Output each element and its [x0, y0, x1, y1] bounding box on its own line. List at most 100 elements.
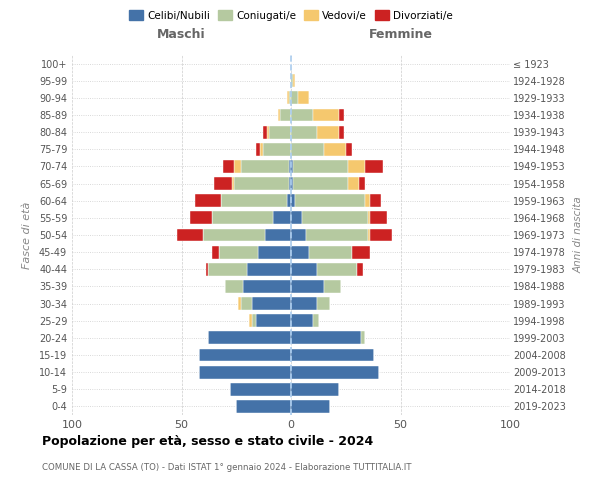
Bar — [250, 314, 251, 327]
Bar — [368, 212, 370, 224]
Bar — [260, 143, 263, 156]
Bar — [291, 194, 295, 207]
Bar — [223, 160, 234, 173]
Bar — [293, 160, 348, 173]
Bar — [295, 194, 365, 207]
Bar — [226, 280, 243, 293]
Bar — [302, 212, 368, 224]
Bar — [199, 348, 291, 362]
Y-axis label: Anni di nascita: Anni di nascita — [574, 196, 584, 274]
Bar — [289, 177, 291, 190]
Bar — [291, 348, 374, 362]
Bar — [219, 246, 258, 258]
Bar — [287, 92, 289, 104]
Bar — [291, 92, 298, 104]
Bar — [241, 297, 251, 310]
Bar — [291, 126, 317, 138]
Text: COMUNE DI LA CASSA (TO) - Dati ISTAT 1° gennaio 2024 - Elaborazione TUTTITALIA.I: COMUNE DI LA CASSA (TO) - Dati ISTAT 1° … — [42, 462, 412, 471]
Bar — [317, 126, 339, 138]
Bar — [291, 383, 339, 396]
Bar — [263, 126, 267, 138]
Bar — [298, 92, 308, 104]
Text: Femmine: Femmine — [368, 28, 433, 42]
Bar — [199, 366, 291, 378]
Bar — [243, 280, 291, 293]
Bar — [232, 177, 234, 190]
Bar — [317, 297, 331, 310]
Bar — [274, 212, 291, 224]
Bar — [359, 177, 365, 190]
Bar — [206, 263, 208, 276]
Bar — [370, 228, 392, 241]
Bar — [348, 177, 359, 190]
Bar — [289, 160, 291, 173]
Bar — [208, 332, 291, 344]
Bar — [208, 263, 247, 276]
Bar — [251, 297, 291, 310]
Text: Maschi: Maschi — [157, 28, 206, 42]
Y-axis label: Fasce di età: Fasce di età — [22, 202, 32, 268]
Bar — [313, 108, 339, 122]
Bar — [177, 228, 203, 241]
Bar — [291, 263, 317, 276]
Bar — [236, 400, 291, 413]
Bar — [212, 246, 219, 258]
Bar — [291, 108, 313, 122]
Bar — [346, 143, 352, 156]
Bar — [214, 177, 232, 190]
Bar — [293, 177, 348, 190]
Bar — [263, 143, 291, 156]
Bar — [256, 143, 260, 156]
Bar — [313, 314, 319, 327]
Bar — [212, 212, 274, 224]
Bar — [234, 177, 289, 190]
Bar — [269, 126, 291, 138]
Legend: Celibi/Nubili, Coniugati/e, Vedovi/e, Divorziati/e: Celibi/Nubili, Coniugati/e, Vedovi/e, Di… — [125, 6, 457, 25]
Bar — [291, 400, 331, 413]
Text: Popolazione per età, sesso e stato civile - 2024: Popolazione per età, sesso e stato civil… — [42, 435, 373, 448]
Bar — [324, 280, 341, 293]
Bar — [291, 228, 307, 241]
Bar — [368, 228, 370, 241]
Bar — [370, 212, 388, 224]
Bar — [287, 194, 291, 207]
Bar — [230, 383, 291, 396]
Bar — [291, 246, 308, 258]
Bar — [339, 108, 344, 122]
Bar — [256, 314, 291, 327]
Bar — [278, 108, 280, 122]
Bar — [238, 297, 241, 310]
Bar — [267, 126, 269, 138]
Bar — [291, 212, 302, 224]
Bar — [291, 314, 313, 327]
Bar — [258, 246, 291, 258]
Bar — [293, 74, 295, 87]
Bar — [291, 74, 293, 87]
Bar — [308, 246, 352, 258]
Bar — [221, 194, 287, 207]
Bar — [247, 263, 291, 276]
Bar — [203, 228, 265, 241]
Bar — [339, 126, 344, 138]
Bar — [291, 143, 324, 156]
Bar — [365, 194, 370, 207]
Bar — [357, 263, 363, 276]
Bar — [190, 212, 212, 224]
Bar — [291, 297, 317, 310]
Bar — [289, 92, 291, 104]
Bar — [291, 160, 293, 173]
Bar — [280, 108, 291, 122]
Bar — [291, 280, 324, 293]
Bar — [352, 246, 370, 258]
Bar — [291, 366, 379, 378]
Bar — [265, 228, 291, 241]
Bar — [194, 194, 221, 207]
Bar — [241, 160, 289, 173]
Bar — [307, 228, 368, 241]
Bar — [361, 332, 365, 344]
Bar — [370, 194, 381, 207]
Bar — [324, 143, 346, 156]
Bar — [365, 160, 383, 173]
Bar — [251, 314, 256, 327]
Bar — [234, 160, 241, 173]
